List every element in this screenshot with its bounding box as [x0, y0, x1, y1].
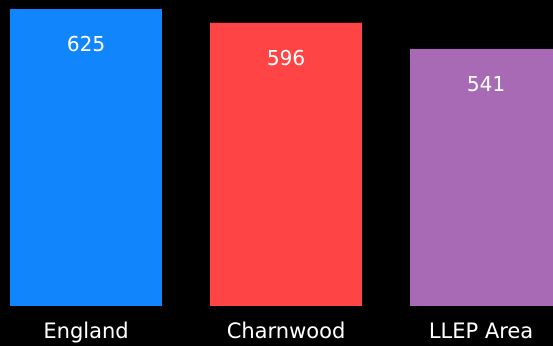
bar-llep-area	[410, 48, 553, 306]
value-labels-group: 625 596 541	[67, 32, 505, 96]
category-label-llep-area: LLEP Area	[429, 319, 533, 343]
bar-charnwood	[210, 22, 362, 307]
bar-england	[10, 9, 162, 306]
value-label-charnwood: 596	[267, 46, 305, 70]
category-labels-group: England Charnwood LLEP Area	[43, 319, 533, 343]
category-label-england: England	[43, 319, 128, 343]
value-label-england: 625	[67, 32, 105, 56]
category-label-charnwood: Charnwood	[227, 319, 346, 343]
value-label-llep-area: 541	[467, 72, 505, 96]
bars-group	[10, 9, 553, 307]
